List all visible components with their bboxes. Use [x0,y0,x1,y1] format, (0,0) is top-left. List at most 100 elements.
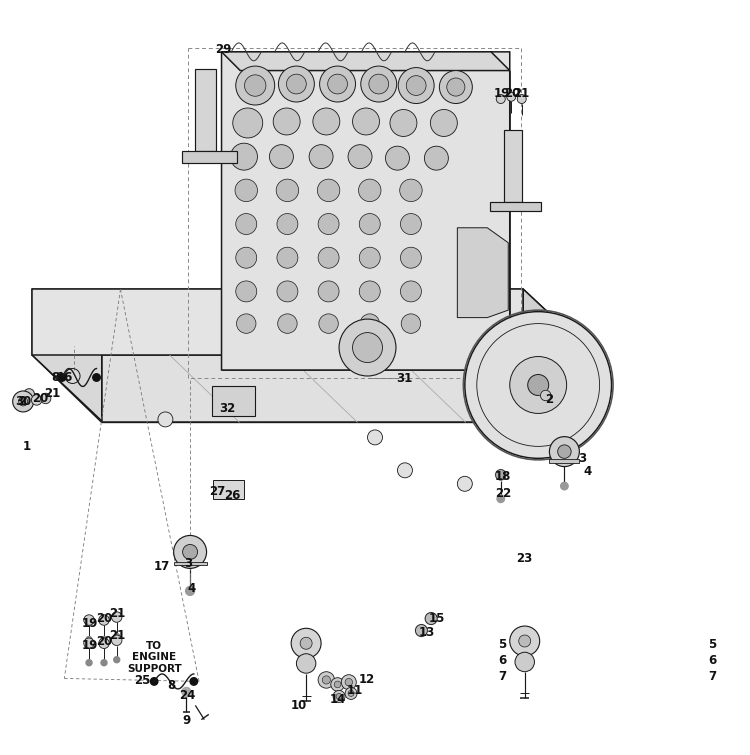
Circle shape [93,374,100,381]
Text: 23: 23 [516,552,532,565]
Bar [212,480,244,499]
Text: 27: 27 [209,485,225,498]
Polygon shape [32,289,524,355]
Polygon shape [32,355,593,422]
Circle shape [352,333,382,362]
Circle shape [519,635,531,647]
Text: 10: 10 [291,699,308,712]
Circle shape [400,214,422,235]
Circle shape [313,108,340,135]
Circle shape [173,535,206,569]
Circle shape [352,108,380,135]
Circle shape [322,676,331,684]
Circle shape [406,76,426,95]
Circle shape [151,678,158,686]
Circle shape [317,179,340,202]
Circle shape [331,678,344,691]
Bar [211,387,255,417]
Text: 3: 3 [184,556,192,570]
Text: 7: 7 [499,670,507,683]
Circle shape [359,247,380,268]
Circle shape [318,672,334,688]
Circle shape [509,177,517,184]
Circle shape [86,636,92,643]
Circle shape [333,690,345,702]
Circle shape [386,146,410,170]
Text: 1: 1 [23,440,32,453]
Circle shape [236,314,256,333]
Circle shape [318,247,339,268]
Circle shape [328,74,347,94]
Circle shape [497,495,505,503]
Polygon shape [221,52,510,70]
Circle shape [236,247,256,268]
Circle shape [201,118,210,127]
Circle shape [101,636,107,643]
Text: 19: 19 [82,639,98,652]
Circle shape [58,374,66,381]
Circle shape [40,393,51,404]
Circle shape [286,74,306,94]
Text: 8: 8 [52,371,60,384]
Circle shape [361,66,397,102]
Polygon shape [195,69,216,152]
Circle shape [345,679,352,686]
Circle shape [458,476,472,492]
Circle shape [507,92,516,101]
Circle shape [182,544,197,559]
Text: 21: 21 [44,387,60,400]
Circle shape [84,615,94,625]
Circle shape [430,109,457,137]
Text: 5: 5 [708,637,716,651]
Text: 21: 21 [514,87,529,100]
Circle shape [114,633,120,639]
Text: 6: 6 [499,654,507,667]
Text: 21: 21 [110,629,125,643]
Circle shape [278,314,297,333]
Circle shape [334,681,341,688]
Circle shape [185,587,194,596]
Text: 31: 31 [396,372,412,386]
Circle shape [318,281,339,302]
Circle shape [112,612,122,622]
Circle shape [398,463,412,478]
Polygon shape [173,562,206,565]
Circle shape [278,66,314,102]
Circle shape [440,70,472,103]
Text: 25: 25 [134,674,150,687]
Circle shape [182,687,190,696]
Text: 32: 32 [219,402,236,415]
Circle shape [359,214,380,235]
Circle shape [13,391,34,412]
Text: 19: 19 [494,87,510,100]
Text: 6: 6 [708,654,716,667]
Circle shape [528,374,549,396]
Circle shape [99,638,109,649]
Text: 4: 4 [188,582,196,595]
Circle shape [424,146,448,170]
Text: TO
ENGINE
SUPPORT: TO ENGINE SUPPORT [127,641,182,674]
Text: 20: 20 [97,634,112,648]
Text: 14: 14 [330,693,346,706]
Circle shape [235,179,257,202]
Circle shape [398,68,434,103]
Circle shape [101,660,107,666]
Circle shape [201,85,210,94]
Polygon shape [550,459,579,463]
Circle shape [300,637,312,649]
Circle shape [400,179,422,202]
Text: 17: 17 [154,559,170,572]
Circle shape [236,214,256,235]
Circle shape [339,319,396,376]
Circle shape [276,179,298,202]
Text: 18: 18 [495,470,512,482]
Circle shape [318,214,339,235]
Circle shape [84,638,94,649]
Circle shape [99,615,109,625]
Text: 5: 5 [499,637,507,651]
Circle shape [320,66,356,102]
Polygon shape [490,202,542,211]
Circle shape [24,389,34,399]
Circle shape [114,657,120,663]
Text: 2: 2 [545,393,553,406]
